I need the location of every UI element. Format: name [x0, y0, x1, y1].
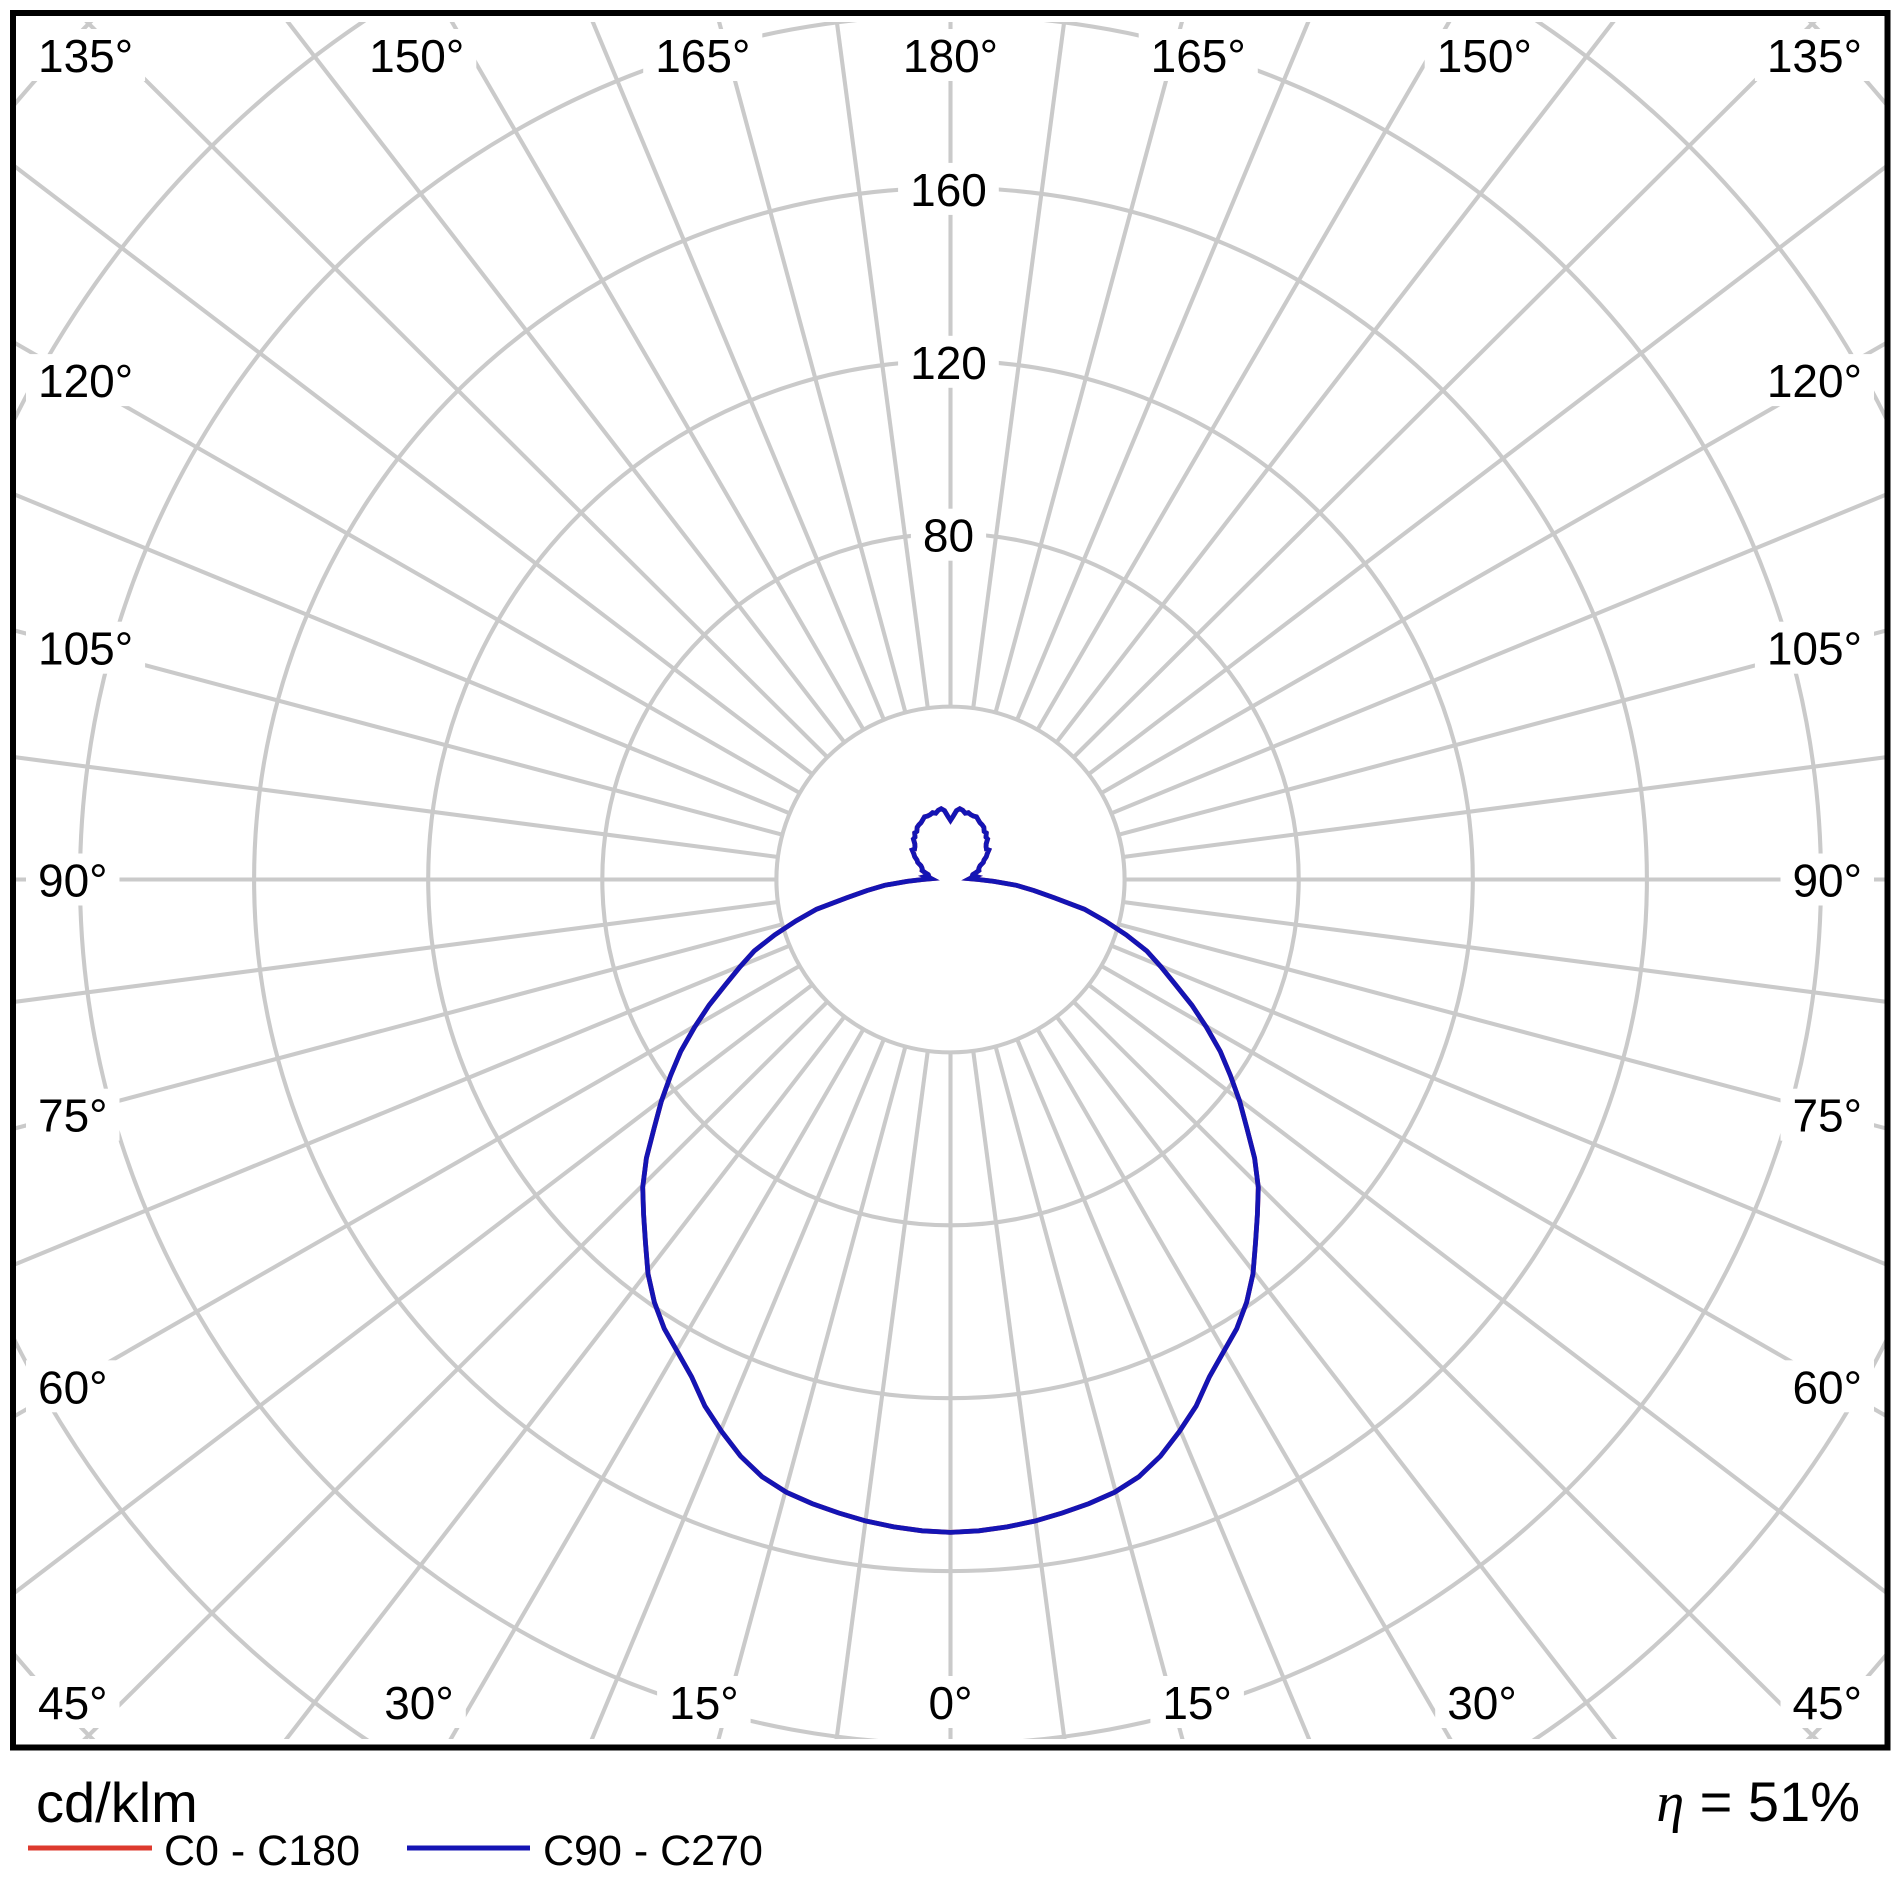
svg-text:90°: 90° [1792, 855, 1862, 907]
svg-text:60°: 60° [38, 1361, 108, 1413]
svg-text:90°: 90° [38, 855, 108, 907]
svg-text:80: 80 [923, 510, 974, 562]
svg-text:C90 - C270: C90 - C270 [543, 1827, 763, 1875]
svg-text:75°: 75° [1792, 1090, 1862, 1142]
svg-text:0°: 0° [929, 1677, 973, 1729]
svg-text:135°: 135° [38, 30, 133, 82]
svg-text:150°: 150° [1437, 30, 1532, 82]
svg-text:15°: 15° [669, 1677, 739, 1729]
svg-text:135°: 135° [1767, 30, 1862, 82]
svg-text:120: 120 [910, 337, 987, 389]
svg-text:60°: 60° [1792, 1361, 1862, 1413]
svg-text:165°: 165° [655, 30, 750, 82]
svg-text:160: 160 [910, 164, 987, 216]
svg-text:105°: 105° [38, 623, 133, 675]
svg-text:15°: 15° [1162, 1677, 1232, 1729]
svg-text:30°: 30° [1447, 1677, 1517, 1729]
svg-text:105°: 105° [1767, 623, 1862, 675]
svg-text:150°: 150° [369, 30, 464, 82]
svg-text:η = 51%: η = 51% [1656, 1770, 1860, 1834]
svg-text:C0 - C180: C0 - C180 [164, 1827, 360, 1875]
svg-text:75°: 75° [38, 1090, 108, 1142]
svg-text:45°: 45° [1792, 1677, 1862, 1729]
svg-text:120°: 120° [38, 355, 133, 407]
svg-text:165°: 165° [1151, 30, 1246, 82]
svg-text:120°: 120° [1767, 355, 1862, 407]
svg-text:180°: 180° [903, 30, 998, 82]
svg-text:cd/klm: cd/klm [36, 1771, 198, 1834]
svg-text:45°: 45° [38, 1677, 108, 1729]
svg-text:30°: 30° [384, 1677, 454, 1729]
